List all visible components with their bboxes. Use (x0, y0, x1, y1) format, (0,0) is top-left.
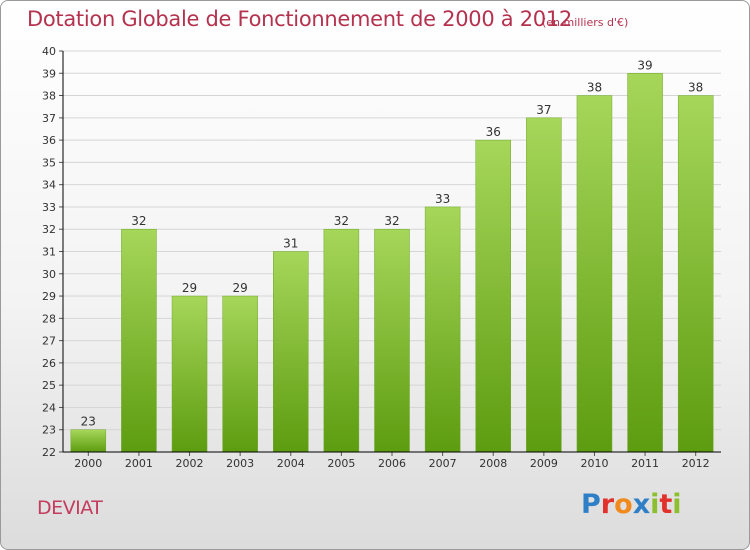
y-tick-label: 32 (42, 223, 56, 236)
y-tick-label: 33 (42, 201, 56, 214)
y-tick-label: 39 (42, 67, 56, 80)
bar-2006 (374, 228, 410, 453)
y-tick-label: 30 (42, 268, 56, 281)
bar-2010 (576, 95, 613, 453)
bar-2011 (627, 73, 663, 453)
labels: 22 23 24 25 26 27 28 29 30 31 32 33 34 35 36 37 38 39 40 23… (42, 45, 710, 470)
x-tick-label-2008: 2008 (479, 457, 507, 470)
y-tick-label: 25 (42, 379, 56, 392)
y-tick-label: 22 (42, 446, 56, 459)
data-label-2002: 29 (182, 281, 197, 295)
data-label-2003: 29 (233, 281, 248, 295)
logo-letter: o (614, 489, 633, 520)
x-tick-label-2006: 2006 (378, 457, 406, 470)
data-label-2004: 31 (283, 237, 298, 251)
bars (70, 73, 714, 453)
y-tick-label: 40 (42, 45, 56, 58)
data-label-2012: 38 (688, 81, 703, 95)
bar-2004 (273, 251, 309, 453)
y-tick-label: 34 (42, 179, 56, 192)
bar-2007 (424, 206, 461, 453)
x-tick-label-2001: 2001 (125, 457, 153, 470)
bar-2002 (171, 295, 208, 453)
y-tick-label: 38 (42, 90, 56, 103)
x-tick-label-2012: 2012 (682, 457, 710, 470)
y-tick-label: 31 (42, 246, 56, 259)
logo-letter: t (659, 489, 673, 520)
data-label-2007: 33 (435, 192, 450, 206)
data-label-2006: 32 (384, 214, 399, 228)
x-tick-label-2002: 2002 (176, 457, 204, 470)
chart-title: Dotation Globale de Fonctionnement de 20… (27, 7, 572, 31)
data-label-2010: 38 (587, 81, 602, 95)
data-label-2000: 23 (81, 415, 96, 429)
bar-2008 (475, 139, 511, 453)
y-tick-label: 26 (42, 357, 56, 370)
x-tick-label-2009: 2009 (530, 457, 558, 470)
axes (59, 50, 721, 456)
y-tick-label: 29 (42, 290, 56, 303)
y-tick-label: 28 (42, 312, 56, 325)
x-tick-label-2005: 2005 (327, 457, 355, 470)
data-label-2011: 39 (637, 58, 652, 72)
logo-letter: P (581, 489, 601, 520)
proxiti-logo: Proxiti (581, 489, 682, 520)
data-label-2008: 36 (486, 125, 501, 139)
x-tick-label-2010: 2010 (580, 457, 608, 470)
y-tick-label: 23 (42, 424, 56, 437)
commune-name: DEVIAT (37, 497, 103, 519)
y-tick-label: 24 (42, 401, 56, 414)
x-tick-label-2003: 2003 (226, 457, 254, 470)
x-tick-label-2000: 2000 (74, 457, 102, 470)
y-tick-label: 37 (42, 112, 56, 125)
logo-letter: i (672, 489, 682, 520)
chart-unit: (en milliers d'€) (542, 16, 629, 29)
logo-letter: x (632, 489, 651, 520)
bar-2003 (222, 295, 258, 453)
x-tick-label-2004: 2004 (277, 457, 305, 470)
y-tick-label: 35 (42, 156, 56, 169)
bar-2012 (677, 95, 714, 453)
y-tick-label: 27 (42, 335, 56, 348)
data-label-2001: 32 (131, 214, 146, 228)
x-tick-label-2011: 2011 (631, 457, 659, 470)
logo-letter: r (600, 489, 615, 520)
x-tick-label-2007: 2007 (429, 457, 457, 470)
bar-2005 (323, 228, 360, 453)
bar-2000 (70, 429, 107, 453)
y-tick-label: 36 (42, 134, 56, 147)
bar-2009 (526, 117, 562, 453)
data-label-2009: 37 (536, 103, 551, 117)
logo-letter: i (650, 489, 660, 520)
bar-2001 (121, 228, 157, 453)
data-label-2005: 32 (334, 214, 349, 228)
